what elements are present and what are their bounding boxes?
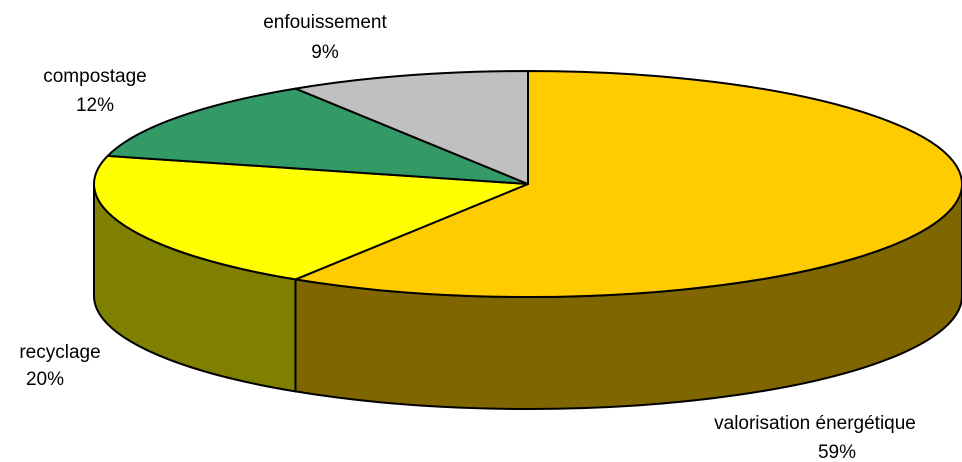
pie-slice-recyclage xyxy=(93,154,529,281)
label-valorisation-percent: 59% xyxy=(818,442,856,462)
pie-tops xyxy=(93,70,962,298)
label-compostage-name: compostage xyxy=(43,66,147,87)
label-enfouissement-percent: 9% xyxy=(311,42,339,63)
pie-slice-valorisation-energetique xyxy=(294,70,962,298)
label-compostage-percent: 12% xyxy=(76,95,114,116)
pie-slice-compostage xyxy=(106,87,529,185)
pie-slice-enfouissement xyxy=(294,70,529,185)
label-enfouissement-name: enfouissement xyxy=(263,12,387,33)
label-valorisation-name: valorisation énergétique xyxy=(714,413,916,434)
label-recyclage-percent: 20% xyxy=(26,369,64,390)
label-recyclage-name: recyclage xyxy=(19,342,100,363)
